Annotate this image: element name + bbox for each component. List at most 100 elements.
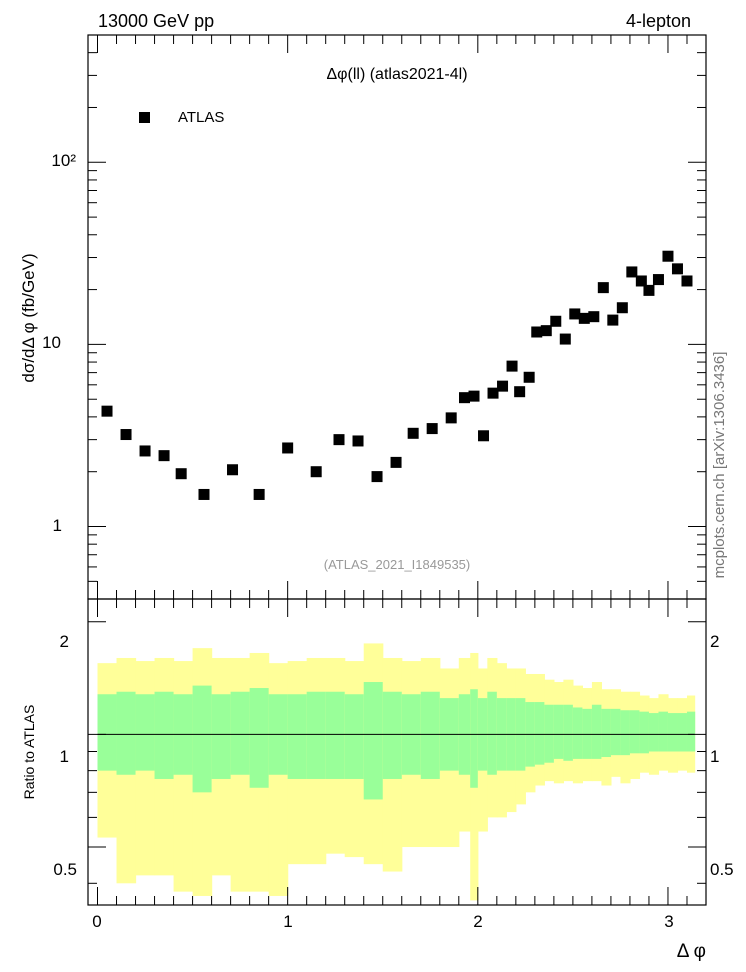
analysis-id-label: (ATLAS_2021_I1849535) xyxy=(324,557,470,572)
inner-band-bin xyxy=(667,713,679,752)
data-point xyxy=(282,442,294,454)
data-point xyxy=(569,308,581,320)
data-point xyxy=(445,412,457,424)
inner-band-bin xyxy=(544,704,555,763)
inner-band-bin xyxy=(639,711,650,754)
main-panel-ticks xyxy=(88,34,707,600)
data-point xyxy=(671,263,683,275)
x-axis-label: Δ φ xyxy=(677,941,706,962)
x-tick-label-1: 1 xyxy=(283,912,292,931)
data-point xyxy=(158,450,170,462)
ratio-y-tick-label-0.5: 0.5 xyxy=(53,860,77,879)
inner-band-bin xyxy=(629,710,641,754)
data-point xyxy=(468,390,480,402)
inner-band-bin xyxy=(487,691,498,775)
data-point xyxy=(578,312,590,324)
inner-band-bin xyxy=(135,694,156,771)
legend-label: ATLAS xyxy=(178,109,224,126)
process-label: 4-lepton xyxy=(626,11,691,31)
legend-marker xyxy=(139,112,150,123)
inner-band-bin xyxy=(648,713,660,752)
inner-band-bin xyxy=(470,689,479,788)
plot-title: Δφ(ll) (atlas2021-4l) xyxy=(326,66,467,83)
inner-band-bin xyxy=(563,704,574,761)
inner-band-bin xyxy=(610,708,622,756)
ratio-y-axis-label: Ratio to ATLAS xyxy=(21,705,37,800)
inner-band-bin xyxy=(363,682,384,800)
ratio-bands xyxy=(97,643,696,901)
data-point xyxy=(559,333,571,345)
ratio-y-tick-label-right-1: 1 xyxy=(710,747,719,766)
data-point xyxy=(175,468,187,480)
data-point xyxy=(426,423,438,435)
inner-band-bin xyxy=(420,691,441,779)
ratio-panel-ticks xyxy=(88,599,707,905)
atlas-data-points xyxy=(101,250,693,500)
data-point xyxy=(310,466,322,478)
x-tick-label-2: 2 xyxy=(473,912,482,931)
inner-band-bin xyxy=(154,691,175,779)
inner-band-bin xyxy=(620,710,631,756)
data-point xyxy=(540,325,552,337)
data-point xyxy=(681,275,693,287)
data-point xyxy=(198,488,210,500)
inner-band-bin xyxy=(344,694,365,779)
ratio-y-tick-label-2: 2 xyxy=(60,632,69,651)
x-tick-label-0: 0 xyxy=(92,912,101,931)
inner-band-bin xyxy=(306,691,327,779)
data-point xyxy=(459,392,471,404)
y-tick-label-100: 10² xyxy=(51,151,76,170)
inner-band-bin xyxy=(249,688,270,788)
data-point xyxy=(253,488,265,500)
inner-band-bin xyxy=(97,694,118,771)
data-point xyxy=(487,387,499,399)
y-tick-label-1: 1 xyxy=(53,516,62,535)
inner-band-bin xyxy=(534,702,545,765)
ratio-panel: Ratio to ATLAS 2 1 0.5 2 1 0.5 0 1 2 3 Δ… xyxy=(21,598,734,962)
data-point xyxy=(506,360,518,372)
data-point xyxy=(550,315,562,327)
inner-band-bin xyxy=(230,691,251,775)
data-point xyxy=(390,456,402,468)
energy-label: 13000 GeV pp xyxy=(98,11,214,31)
data-point xyxy=(588,311,600,323)
inner-band-bin xyxy=(582,708,593,759)
data-point xyxy=(607,314,619,326)
inner-band-bin xyxy=(591,704,603,759)
data-point xyxy=(626,266,638,278)
data-point xyxy=(497,380,509,392)
inner-band-bin xyxy=(572,707,583,759)
inner-band-bin xyxy=(382,691,403,779)
inner-band-bin xyxy=(686,711,696,752)
inner-band-bin xyxy=(658,711,669,752)
ratio-y-tick-label-right-2: 2 xyxy=(710,632,719,651)
source-label: mcplots.cern.ch [arXiv:1306.3436] xyxy=(711,352,728,579)
inner-band-bin xyxy=(553,704,564,759)
data-point xyxy=(139,445,151,457)
x-tick-label-3: 3 xyxy=(664,912,673,931)
data-point xyxy=(407,427,419,439)
ratio-y-tick-label-right-0.5: 0.5 xyxy=(710,860,734,879)
inner-band-bin xyxy=(677,713,688,752)
data-point xyxy=(597,282,609,294)
data-point xyxy=(514,386,526,398)
data-point xyxy=(643,284,655,296)
data-point xyxy=(371,471,383,483)
data-point xyxy=(478,430,490,442)
data-point xyxy=(101,405,113,417)
inner-band-bin xyxy=(601,708,612,758)
y-axis-label: dσ/dΔ φ (fb/GeV) xyxy=(19,253,38,382)
main-panel: Δφ(ll) (atlas2021-4l) (ATLAS_2021_I18495… xyxy=(19,34,707,600)
data-point xyxy=(652,274,664,286)
data-point xyxy=(352,435,364,447)
inner-band-bin xyxy=(325,691,346,779)
data-point xyxy=(662,250,674,262)
data-point xyxy=(531,326,543,338)
inner-band-bin xyxy=(192,685,213,793)
data-point xyxy=(635,275,647,287)
data-point xyxy=(616,302,628,314)
data-point xyxy=(333,434,345,446)
y-tick-label-10: 10 xyxy=(42,333,61,352)
data-point xyxy=(120,429,132,441)
